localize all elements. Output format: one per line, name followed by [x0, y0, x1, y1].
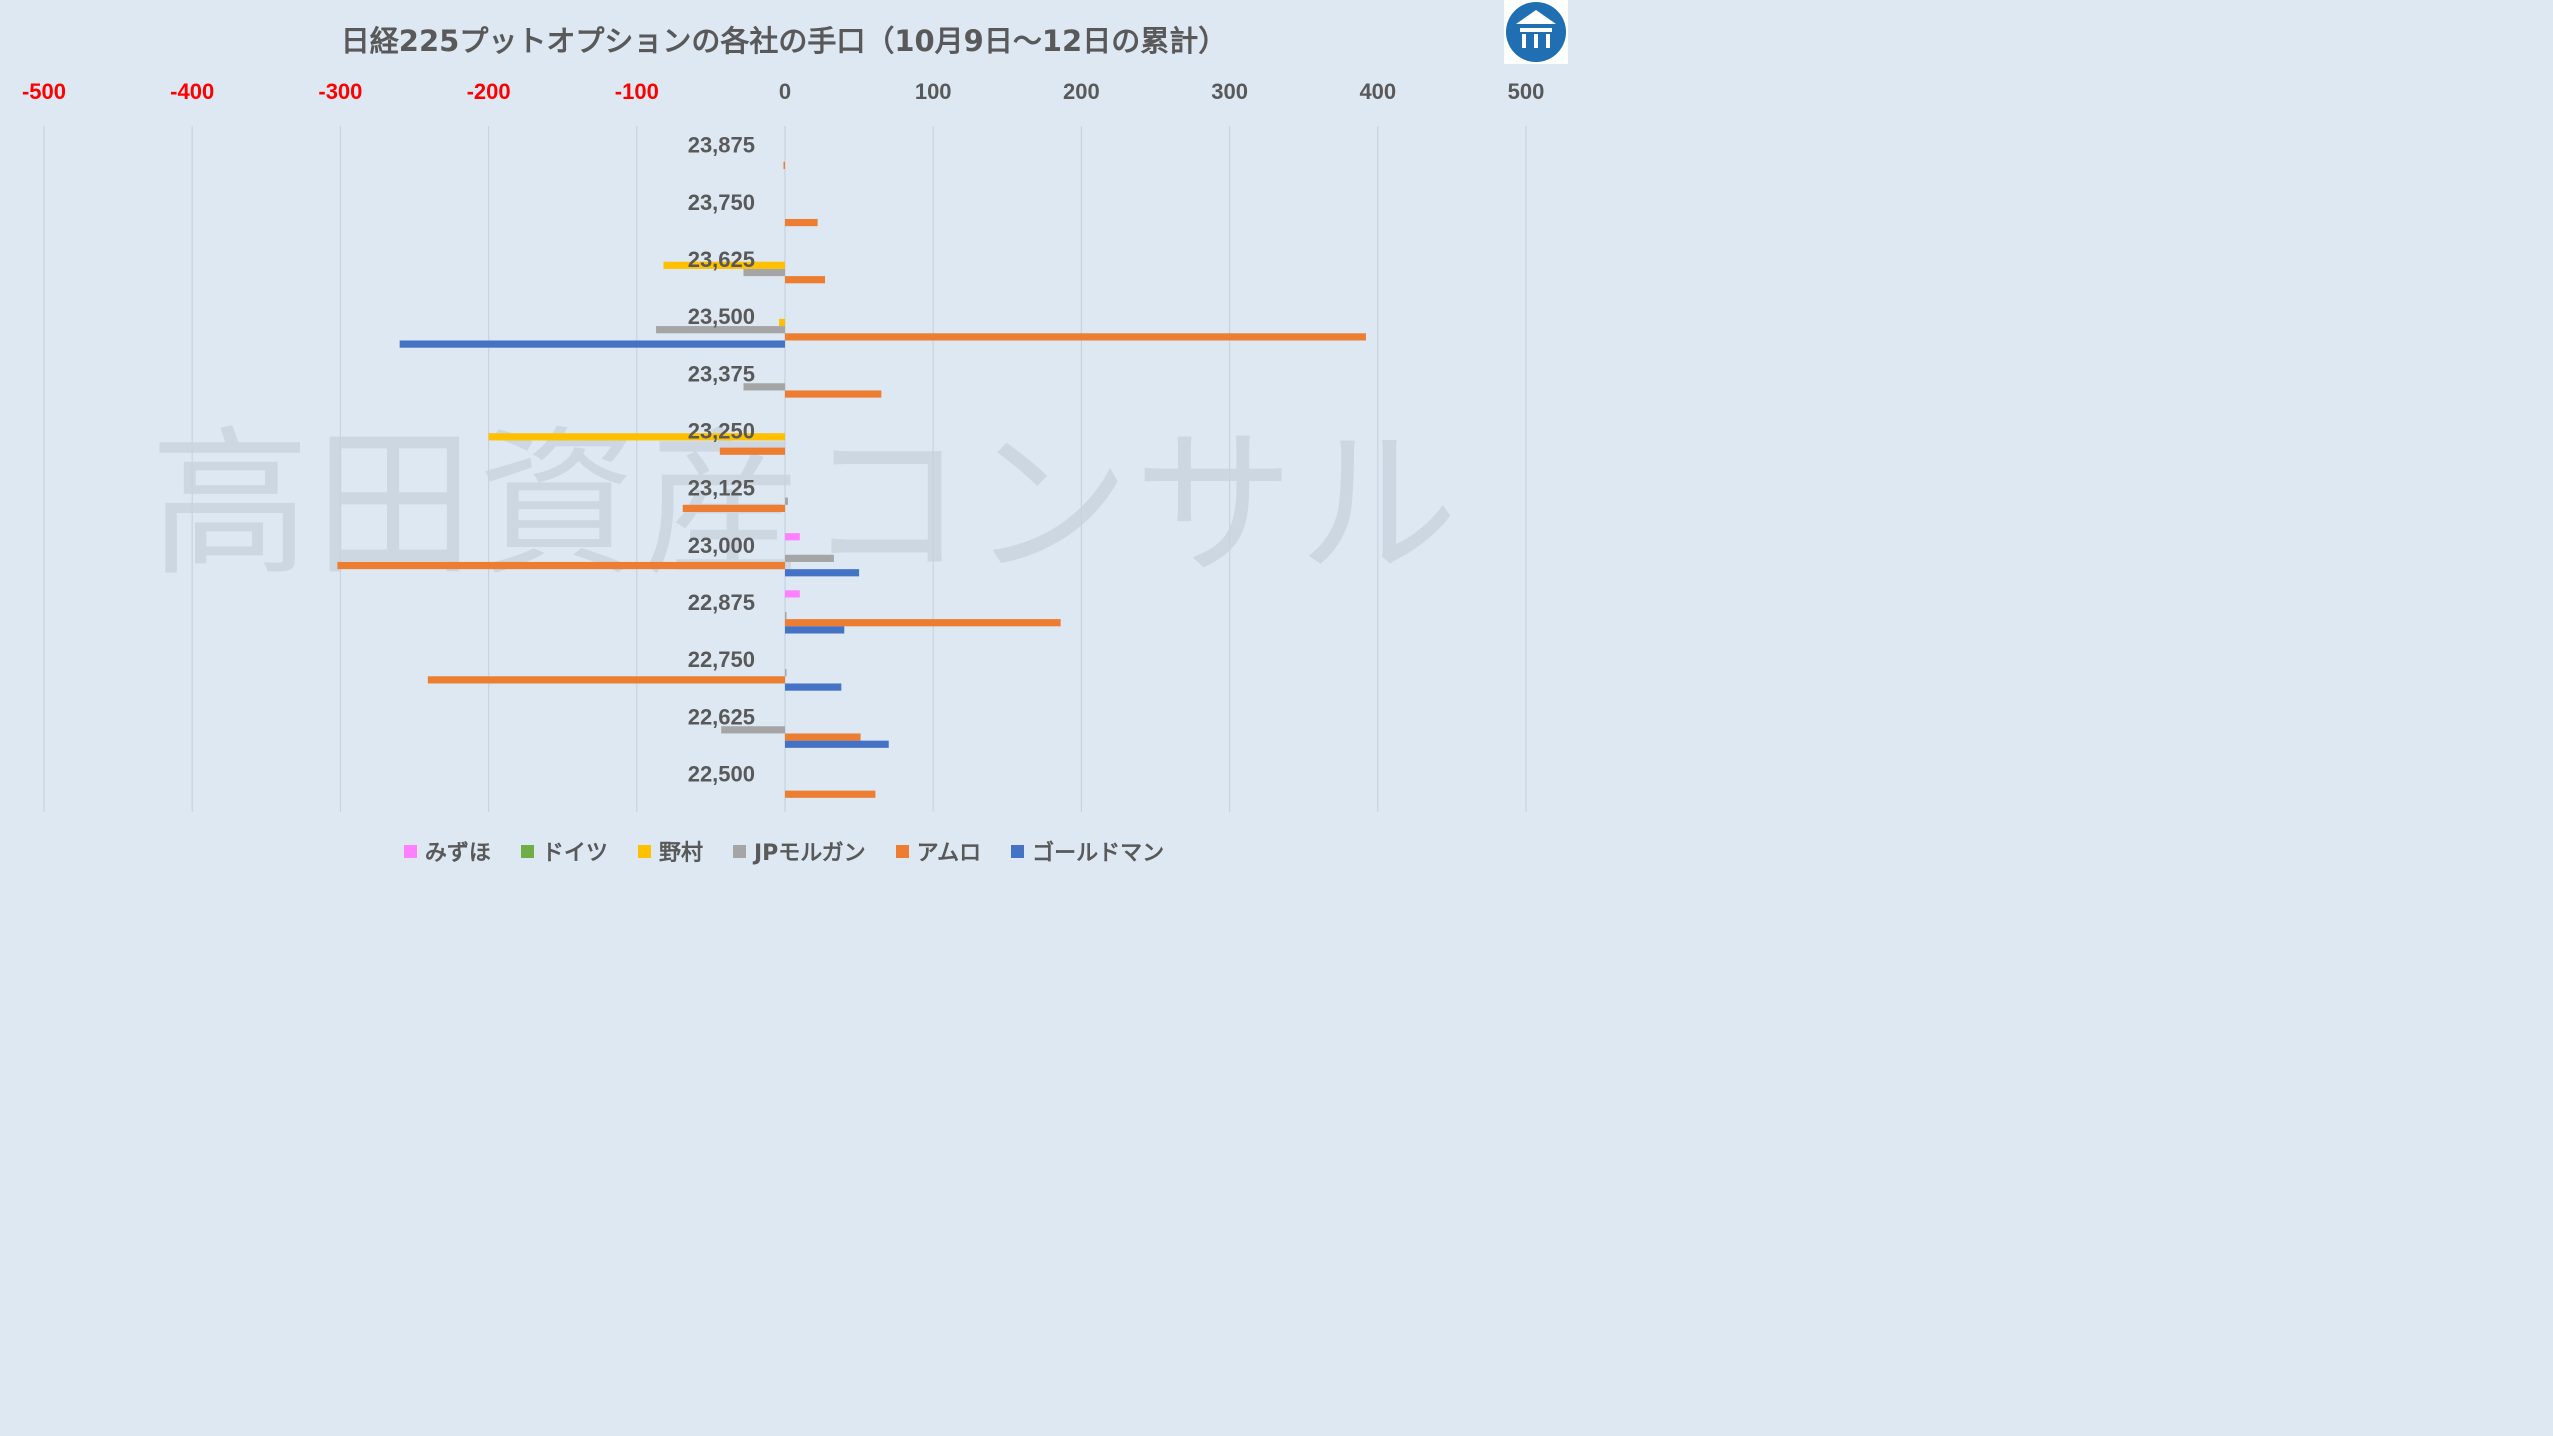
bar — [656, 326, 785, 334]
bar — [785, 390, 882, 398]
bar — [783, 161, 785, 169]
bar — [785, 333, 1366, 341]
legend-label: ドイツ — [541, 841, 608, 866]
bar-chart: -500 -400 -300 -200 -100 0 100 200 300 400 500 23,8… — [22, 79, 1545, 812]
x-tick-label: -300 — [318, 79, 362, 104]
bar — [785, 626, 845, 634]
category-label: 23,750 — [688, 190, 755, 215]
chart-title: 日経225プットオプションの各社の手口（10月9日～12日の累計） — [340, 24, 1228, 58]
bar — [663, 261, 785, 269]
bar — [785, 733, 861, 741]
category-label: 23,250 — [688, 418, 755, 443]
legend-swatch — [520, 844, 534, 858]
bar — [743, 268, 785, 277]
legend: みずほ ドイツ 野村 JPモルガン アムロ ゴールドマン — [0, 835, 1568, 867]
legend-item: ドイツ — [520, 835, 608, 867]
category-label: 23,875 — [688, 133, 755, 158]
logo-icon — [1504, 0, 1568, 64]
bar — [427, 676, 785, 684]
x-tick-label: -200 — [467, 79, 511, 104]
legend-label: 野村 — [658, 841, 703, 866]
bar — [488, 433, 785, 441]
legend-item: みずほ — [403, 835, 491, 867]
bar — [719, 447, 785, 455]
bar — [721, 726, 785, 734]
bar — [785, 790, 876, 798]
bar — [785, 276, 826, 284]
bar — [785, 533, 800, 541]
bar — [785, 569, 860, 577]
legend-label: アムロ — [916, 841, 982, 866]
legend-swatch — [403, 844, 417, 858]
x-tick-label: 0 — [779, 79, 791, 104]
category-label: 23,625 — [688, 247, 755, 272]
category-label: 22,625 — [688, 704, 755, 729]
bar — [779, 318, 785, 327]
x-tick-label: 400 — [1359, 79, 1396, 104]
category-label: 22,500 — [688, 761, 755, 786]
x-tick-label: -500 — [22, 79, 66, 104]
x-tick-label: 200 — [1063, 79, 1100, 104]
legend-swatch — [1011, 844, 1025, 858]
bar — [682, 504, 785, 512]
category-label: 23,000 — [688, 533, 755, 558]
bar — [785, 740, 889, 748]
bar — [785, 590, 800, 598]
legend-item: JPモルガン — [732, 835, 866, 867]
category-label: 23,125 — [688, 476, 755, 501]
x-tick-label: -100 — [615, 79, 659, 104]
legend-label: JPモルガン — [753, 841, 866, 866]
legend-swatch — [637, 844, 651, 858]
bar — [785, 683, 842, 691]
x-tick-label: 300 — [1211, 79, 1248, 104]
bar — [785, 669, 787, 677]
bar — [785, 497, 788, 505]
bar — [785, 218, 818, 227]
legend-label: ゴールドマン — [1032, 841, 1165, 866]
legend-item: 野村 — [637, 835, 703, 867]
legend-swatch — [732, 844, 746, 858]
bar — [785, 611, 787, 620]
legend-item: ゴールドマン — [1011, 835, 1164, 867]
legend-swatch — [895, 844, 909, 858]
category-label: 23,375 — [688, 361, 755, 386]
x-tick-label: -400 — [170, 79, 214, 104]
legend-item: アムロ — [895, 835, 982, 867]
legend-label: みずほ — [424, 841, 491, 866]
category-label: 22,875 — [688, 590, 755, 615]
x-tick-label: 500 — [1508, 79, 1545, 104]
bar — [785, 619, 1061, 627]
bar — [337, 561, 785, 570]
category-label: 22,750 — [688, 647, 755, 672]
bar — [785, 554, 834, 562]
bar — [399, 340, 785, 348]
bar — [743, 383, 785, 391]
category-label: 23,500 — [688, 304, 755, 329]
x-tick-label: 100 — [915, 79, 952, 104]
